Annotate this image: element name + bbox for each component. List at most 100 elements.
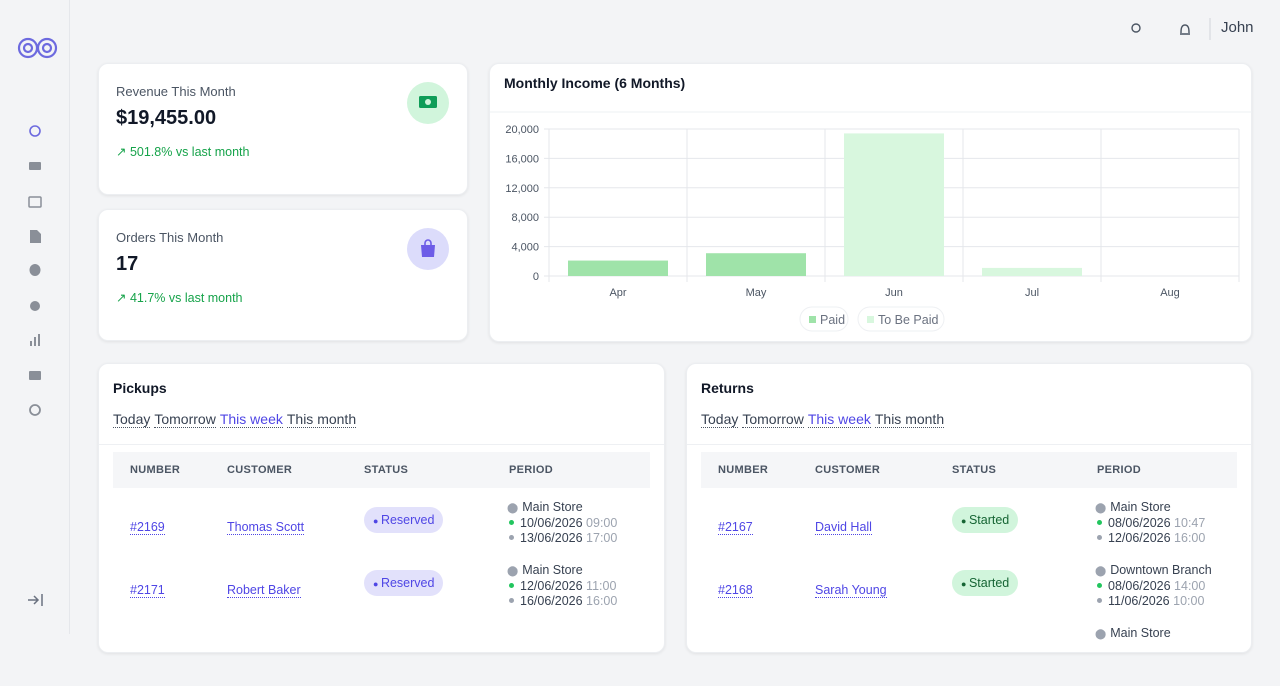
filter-tab[interactable]: This week bbox=[219, 411, 283, 428]
nav-stats[interactable] bbox=[30, 334, 40, 346]
order-link[interactable]: #2169 bbox=[130, 520, 165, 535]
nav-doc[interactable] bbox=[30, 230, 41, 243]
start-line: 12/06/2026 11:00 bbox=[507, 579, 617, 594]
end-time: 10:00 bbox=[1173, 594, 1205, 608]
location: Main Store bbox=[522, 500, 583, 514]
theme-toggle[interactable] bbox=[1131, 23, 1141, 33]
panel-title: Returns bbox=[701, 380, 754, 396]
card-value: $19,455.00 bbox=[116, 107, 217, 129]
separator bbox=[687, 444, 1251, 445]
start-date: 08/06/2026 bbox=[1108, 516, 1171, 530]
filter-tab[interactable]: Today bbox=[701, 411, 739, 428]
money-icon bbox=[407, 82, 449, 124]
status-text: Started bbox=[968, 513, 1010, 527]
dot bbox=[1097, 535, 1102, 540]
column-header: CUSTOMER bbox=[815, 464, 881, 476]
nav-globe[interactable] bbox=[29, 125, 41, 137]
separator bbox=[99, 444, 664, 445]
location: Main Store bbox=[522, 563, 583, 577]
bar bbox=[568, 260, 668, 276]
table-row: #2168 Sarah Young ● Started ⬤ Downtown Branc… bbox=[701, 561, 1237, 623]
order-link[interactable]: #2168 bbox=[718, 583, 753, 598]
cell: Thomas Scott bbox=[227, 520, 305, 535]
card-title: Orders This Month bbox=[116, 230, 224, 245]
end-line: 11/06/2026 10:00 bbox=[1095, 594, 1212, 609]
filter-tab[interactable]: Tomorrow bbox=[154, 411, 216, 428]
logo[interactable] bbox=[17, 37, 58, 59]
cell: ● Started bbox=[952, 570, 1019, 596]
filter-tab[interactable]: Today bbox=[113, 411, 151, 428]
cell: #2168 bbox=[718, 583, 753, 598]
nav-db[interactable] bbox=[29, 264, 41, 276]
status-text: Reserved bbox=[380, 576, 435, 590]
collapse-button[interactable] bbox=[28, 594, 43, 606]
column-header: STATUS bbox=[952, 464, 997, 476]
filters[interactable]: Today Tomorrow This week This month bbox=[701, 411, 948, 428]
period: ⬤ Main Store 08/06/2026 10:47 12/06/2026 16… bbox=[1095, 500, 1205, 546]
status-badge: ● Started bbox=[952, 570, 1019, 596]
filters[interactable]: Today Tomorrow This week This month bbox=[113, 411, 360, 428]
card-title: Revenue This Month bbox=[116, 84, 236, 99]
cell: ● Started bbox=[952, 507, 1019, 533]
x-tick-label: Apr bbox=[609, 287, 626, 299]
pin-icon: ⬤ bbox=[1095, 629, 1107, 640]
table-row: #2167 David Hall ● Started ⬤ Main Store 08/06… bbox=[701, 498, 1237, 560]
start-time: 09:00 bbox=[586, 516, 618, 530]
pin-icon: ⬤ bbox=[1095, 566, 1107, 577]
start-date: 08/06/2026 bbox=[1108, 579, 1171, 593]
dot bbox=[509, 598, 514, 603]
nav-users[interactable] bbox=[30, 301, 40, 311]
y-tick-label: 4,000 bbox=[511, 242, 539, 254]
end-date: 13/06/2026 bbox=[520, 531, 583, 545]
dot bbox=[509, 535, 514, 540]
card-change: ↗ 41.7% vs last month bbox=[116, 291, 243, 305]
filter-tab[interactable]: This month bbox=[874, 411, 945, 428]
order-link[interactable]: #2171 bbox=[130, 583, 165, 598]
nav-mail[interactable] bbox=[29, 371, 41, 380]
cell: #2169 bbox=[130, 520, 165, 535]
status-text: Reserved bbox=[380, 513, 435, 527]
customer-link[interactable]: Robert Baker bbox=[227, 583, 301, 598]
user-name[interactable]: John bbox=[1221, 19, 1254, 36]
dot bbox=[1097, 598, 1102, 603]
badge-dot: ● bbox=[961, 516, 969, 526]
order-link[interactable]: #2167 bbox=[718, 520, 753, 535]
pin-icon: ⬤ bbox=[507, 566, 519, 577]
chart-title: Monthly Income (6 Months) bbox=[504, 75, 685, 91]
orders-card: Orders This Month 17 ↗ 41.7% vs last mon… bbox=[98, 209, 468, 341]
start-line: 10/06/2026 09:00 bbox=[507, 516, 617, 531]
table-header: NUMBER CUSTOMER STATUS PERIOD bbox=[113, 452, 650, 488]
cell: David Hall bbox=[815, 520, 872, 535]
status-badge: ● Started bbox=[952, 507, 1019, 533]
table-row: ⬤ Main Store bbox=[701, 624, 1237, 686]
nav-money[interactable] bbox=[29, 162, 41, 170]
period-location: ⬤ Main Store bbox=[1095, 500, 1205, 516]
legend-item bbox=[857, 306, 945, 332]
cell: ● Reserved bbox=[364, 507, 444, 533]
period-location: ⬤ Main Store bbox=[507, 500, 617, 516]
end-date: 11/06/2026 bbox=[1108, 594, 1170, 608]
column-header: PERIOD bbox=[509, 464, 553, 476]
legend-swatch bbox=[867, 316, 874, 323]
status-text: Started bbox=[968, 576, 1010, 590]
change-text: 501.8% vs last month bbox=[129, 145, 250, 159]
filter-tab[interactable]: This month bbox=[286, 411, 357, 428]
nav-calendar[interactable] bbox=[28, 196, 42, 208]
customer-link[interactable]: Thomas Scott bbox=[227, 520, 305, 535]
legend-item bbox=[799, 306, 849, 332]
cell: #2167 bbox=[718, 520, 753, 535]
y-tick-label: 20,000 bbox=[505, 124, 539, 136]
bar bbox=[982, 267, 1082, 276]
column-header: STATUS bbox=[364, 464, 409, 476]
column-header: CUSTOMER bbox=[227, 464, 293, 476]
filter-tab[interactable]: This week bbox=[807, 411, 871, 428]
nav-settings[interactable] bbox=[29, 404, 41, 416]
filter-tab[interactable]: Tomorrow bbox=[742, 411, 804, 428]
y-tick-label: 8,000 bbox=[511, 212, 539, 224]
end-time: 16:00 bbox=[586, 594, 618, 608]
end-time: 16:00 bbox=[1174, 531, 1206, 545]
notifications[interactable] bbox=[1180, 24, 1190, 35]
customer-link[interactable]: David Hall bbox=[815, 520, 872, 535]
customer-link[interactable]: Sarah Young bbox=[815, 583, 887, 598]
end-date: 12/06/2026 bbox=[1108, 531, 1171, 545]
